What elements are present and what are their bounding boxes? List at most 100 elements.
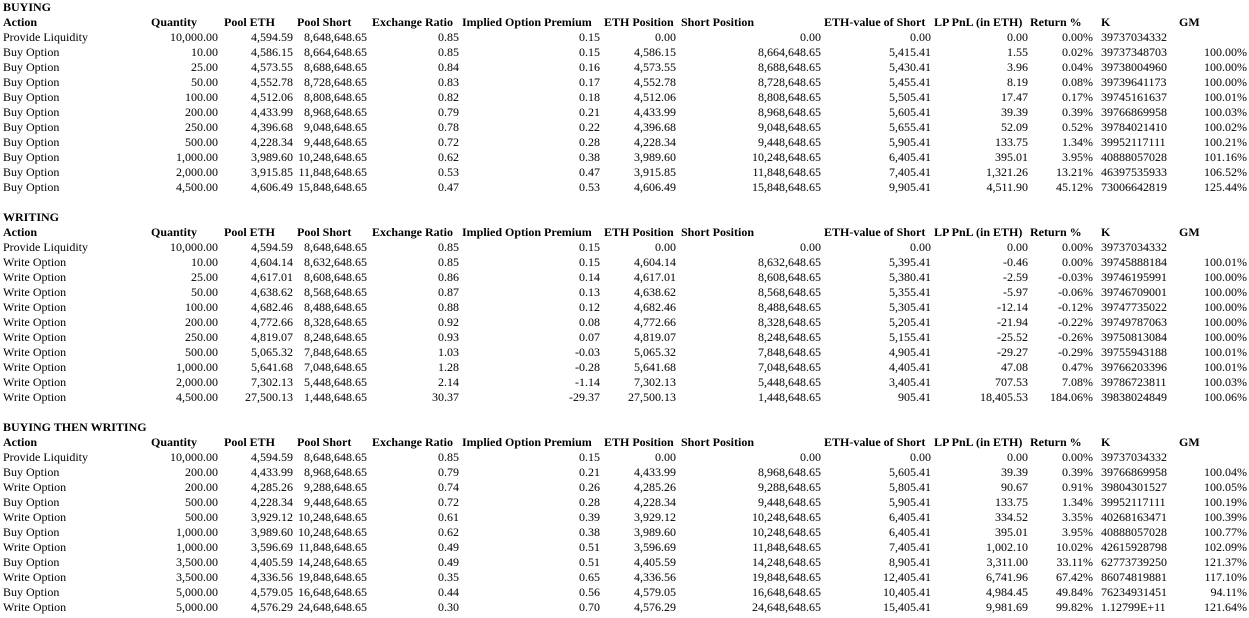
cell-pool-short[interactable]: 19,848,648.65: [298, 570, 367, 584]
cell-exchange-ratio[interactable]: 0.74: [438, 480, 459, 494]
cell-pool-eth[interactable]: 3,989.60: [251, 525, 293, 539]
cell-action[interactable]: Write Option: [3, 375, 67, 389]
cell-eth-value-of-short[interactable]: 5,655.41: [889, 120, 931, 134]
cell-k-value[interactable]: 39766869958: [1101, 105, 1167, 119]
cell-quantity[interactable]: 200.00: [185, 315, 218, 329]
cell-return-pct[interactable]: 49.84%: [1056, 585, 1093, 599]
cell-return-pct[interactable]: 33.11%: [1056, 555, 1093, 569]
cell-lp-pnl[interactable]: 0.00: [1007, 240, 1028, 254]
cell-short-position[interactable]: 10,248,648.65: [752, 525, 821, 539]
cell-pool-short[interactable]: 9,448,648.65: [304, 495, 367, 509]
cell-action[interactable]: Buy Option: [3, 150, 60, 164]
cell-pool-short[interactable]: 8,648,648.65: [304, 240, 367, 254]
cell-eth-position[interactable]: 3,596.69: [634, 540, 676, 554]
cell-eth-position[interactable]: 4,228.34: [634, 495, 676, 509]
cell-exchange-ratio[interactable]: 0.84: [438, 60, 459, 74]
cell-implied-option-premium[interactable]: -1.14: [575, 375, 600, 389]
cell-return-pct[interactable]: 3.95%: [1062, 525, 1093, 539]
cell-pool-short[interactable]: 7,848,648.65: [304, 345, 367, 359]
cell-eth-position[interactable]: 3,929.12: [634, 510, 676, 524]
cell-eth-position[interactable]: 5,065.32: [634, 345, 676, 359]
cell-pool-eth[interactable]: 4,405.59: [251, 555, 293, 569]
cell-pool-eth[interactable]: 3,929.12: [251, 510, 293, 524]
cell-exchange-ratio[interactable]: 0.62: [438, 525, 459, 539]
cell-exchange-ratio[interactable]: 0.47: [438, 180, 459, 194]
cell-eth-value-of-short[interactable]: 5,605.41: [889, 105, 931, 119]
cell-return-pct[interactable]: -0.12%: [1058, 300, 1093, 314]
cell-pool-eth[interactable]: 4,682.46: [251, 300, 293, 314]
cell-k-value[interactable]: 39755943188: [1101, 345, 1167, 359]
cell-exchange-ratio[interactable]: 0.62: [438, 150, 459, 164]
cell-k-value[interactable]: 39952117111: [1101, 135, 1166, 149]
cell-action[interactable]: Write Option: [3, 315, 67, 329]
cell-action[interactable]: Provide Liquidity: [3, 450, 88, 464]
cell-action[interactable]: Write Option: [3, 285, 67, 299]
cell-k-value[interactable]: 42615928798: [1101, 540, 1167, 554]
cell-k-value[interactable]: 39804301527: [1101, 480, 1167, 494]
cell-gm[interactable]: 100.06%: [1204, 390, 1247, 404]
cell-implied-option-premium[interactable]: 0.38: [579, 525, 600, 539]
cell-gm[interactable]: 100.00%: [1204, 300, 1247, 314]
cell-eth-value-of-short[interactable]: 5,155.41: [889, 330, 931, 344]
cell-k-value[interactable]: 39766869958: [1101, 465, 1167, 479]
cell-short-position[interactable]: 9,448,648.65: [758, 135, 821, 149]
cell-gm[interactable]: 100.00%: [1204, 45, 1247, 59]
cell-eth-value-of-short[interactable]: 5,380.41: [889, 270, 931, 284]
cell-action[interactable]: Buy Option: [3, 180, 60, 194]
cell-quantity[interactable]: 1,000.00: [176, 540, 218, 554]
cell-return-pct[interactable]: -0.26%: [1058, 330, 1093, 344]
cell-lp-pnl[interactable]: 395.01: [995, 525, 1028, 539]
cell-eth-position[interactable]: 4,617.01: [634, 270, 676, 284]
cell-gm[interactable]: 100.19%: [1204, 495, 1247, 509]
cell-implied-option-premium[interactable]: 0.15: [579, 450, 600, 464]
cell-pool-eth[interactable]: 4,604.14: [251, 255, 293, 269]
cell-quantity[interactable]: 3,500.00: [176, 570, 218, 584]
cell-exchange-ratio[interactable]: 0.85: [438, 450, 459, 464]
cell-exchange-ratio[interactable]: 0.53: [438, 165, 459, 179]
cell-implied-option-premium[interactable]: 0.12: [579, 300, 600, 314]
cell-pool-eth[interactable]: 4,573.55: [251, 60, 293, 74]
cell-k-value[interactable]: 39838024849: [1101, 390, 1167, 404]
cell-implied-option-premium[interactable]: 0.18: [579, 90, 600, 104]
cell-implied-option-premium[interactable]: 0.47: [579, 165, 600, 179]
cell-pool-short[interactable]: 8,488,648.65: [304, 300, 367, 314]
cell-short-position[interactable]: 0.00: [800, 240, 821, 254]
cell-return-pct[interactable]: 7.08%: [1062, 375, 1093, 389]
cell-lp-pnl[interactable]: 6,741.96: [986, 570, 1028, 584]
cell-k-value[interactable]: 1.12799E+11: [1101, 600, 1166, 614]
cell-action[interactable]: Write Option: [3, 330, 67, 344]
cell-eth-position[interactable]: 3,989.60: [634, 525, 676, 539]
cell-eth-position[interactable]: 4,285.26: [634, 480, 676, 494]
cell-quantity[interactable]: 10.00: [191, 45, 218, 59]
cell-pool-eth[interactable]: 5,065.32: [251, 345, 293, 359]
cell-k-value[interactable]: 39737034332: [1101, 450, 1167, 464]
cell-eth-position[interactable]: 0.00: [655, 240, 676, 254]
cell-k-value[interactable]: 40888057028: [1101, 525, 1167, 539]
cell-eth-position[interactable]: 4,772.66: [634, 315, 676, 329]
cell-quantity[interactable]: 2,000.00: [176, 165, 218, 179]
cell-action[interactable]: Buy Option: [3, 135, 60, 149]
cell-short-position[interactable]: 8,808,648.65: [758, 90, 821, 104]
cell-lp-pnl[interactable]: 8.19: [1007, 75, 1028, 89]
cell-pool-eth[interactable]: 3,596.69: [251, 540, 293, 554]
cell-short-position[interactable]: 19,848,648.65: [752, 570, 821, 584]
cell-eth-value-of-short[interactable]: 5,395.41: [889, 255, 931, 269]
cell-implied-option-premium[interactable]: 0.26: [579, 480, 600, 494]
cell-eth-position[interactable]: 5,641.68: [634, 360, 676, 374]
cell-pool-eth[interactable]: 5,641.68: [251, 360, 293, 374]
cell-eth-position[interactable]: 4,576.29: [634, 600, 676, 614]
cell-lp-pnl[interactable]: 18,405.53: [980, 390, 1028, 404]
cell-lp-pnl[interactable]: 9,981.69: [986, 600, 1028, 614]
cell-lp-pnl[interactable]: 52.09: [1001, 120, 1028, 134]
cell-action[interactable]: Buy Option: [3, 465, 60, 479]
cell-exchange-ratio[interactable]: 0.79: [438, 465, 459, 479]
cell-pool-short[interactable]: 10,248,648.65: [298, 525, 367, 539]
cell-eth-position[interactable]: 4,579.05: [634, 585, 676, 599]
cell-eth-value-of-short[interactable]: 6,405.41: [889, 150, 931, 164]
cell-pool-short[interactable]: 8,632,648.65: [304, 255, 367, 269]
cell-eth-value-of-short[interactable]: 5,605.41: [889, 465, 931, 479]
cell-action[interactable]: Provide Liquidity: [3, 30, 88, 44]
cell-exchange-ratio[interactable]: 30.37: [432, 390, 459, 404]
cell-pool-eth[interactable]: 3,915.85: [251, 165, 293, 179]
cell-exchange-ratio[interactable]: 0.44: [438, 585, 459, 599]
